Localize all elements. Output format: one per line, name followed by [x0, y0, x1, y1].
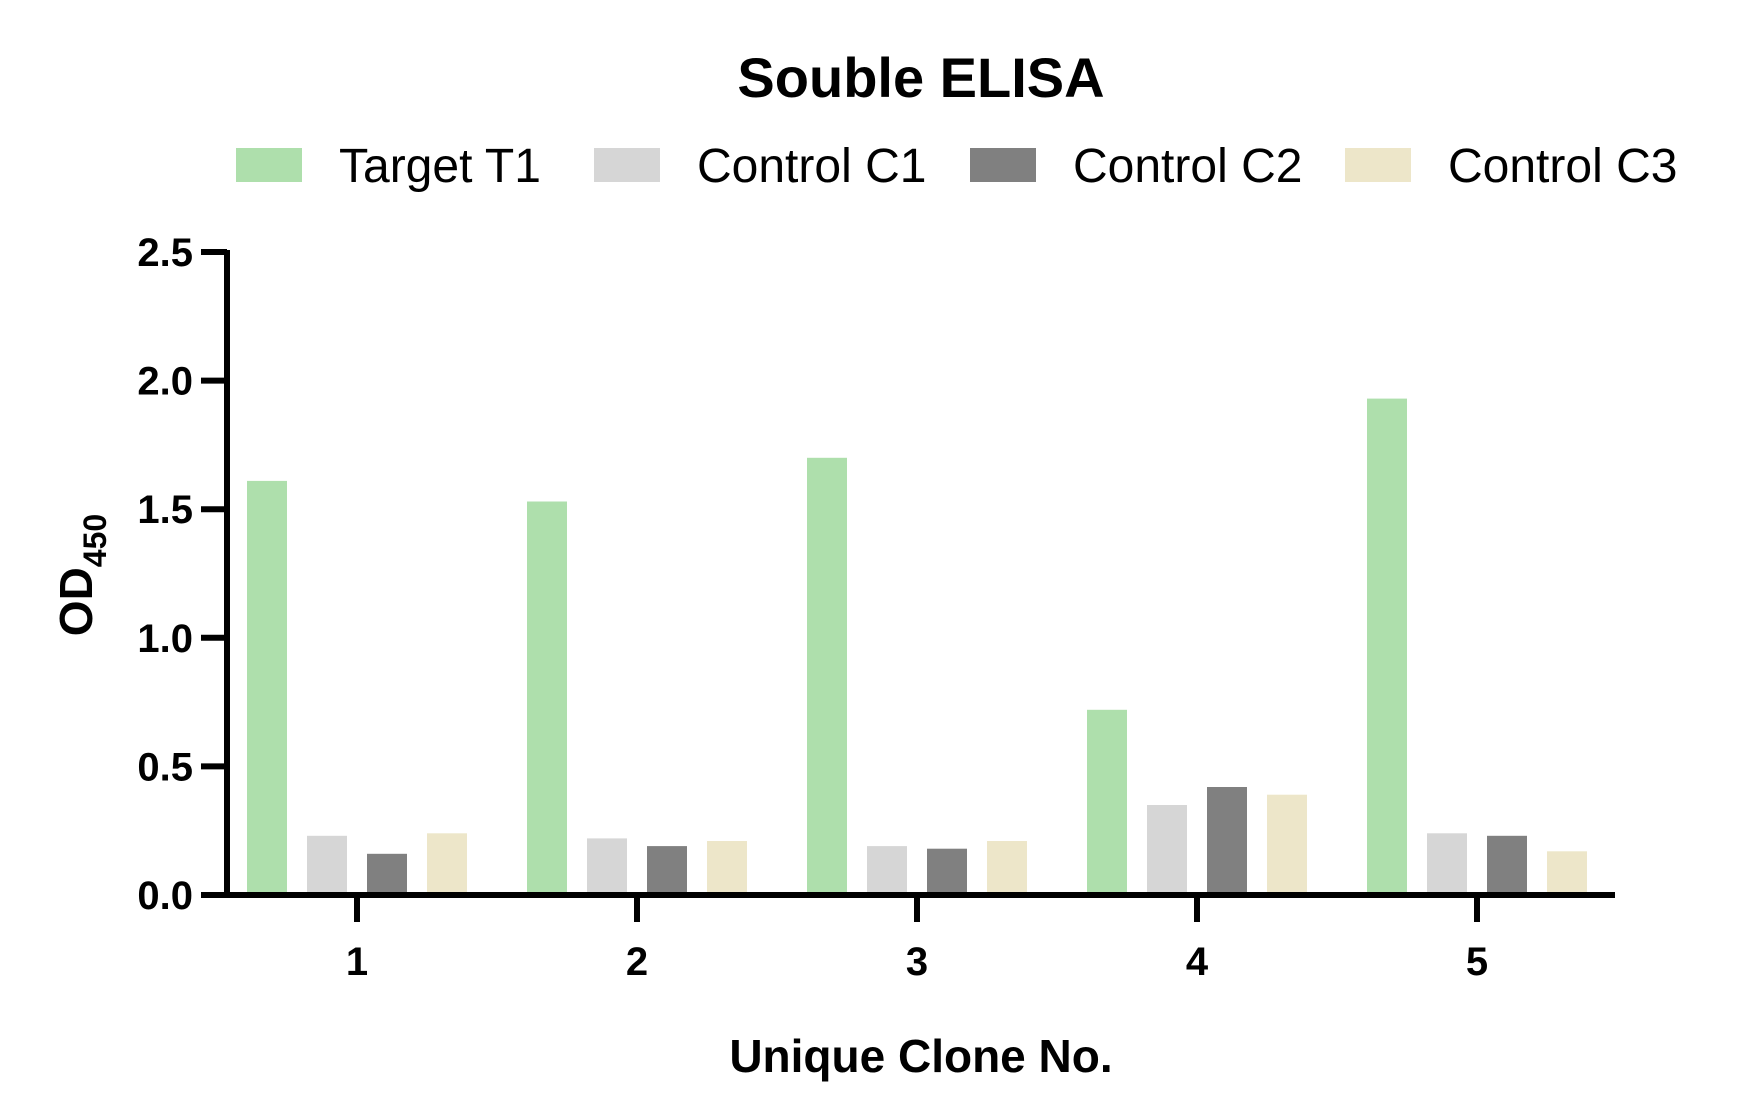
bar-target-t1-clone-2	[527, 501, 567, 895]
legend-label-control-c1: Control C1	[697, 140, 926, 193]
bar-control-c2-clone-2	[647, 846, 687, 895]
bar-target-t1-clone-4	[1087, 709, 1127, 895]
bar-control-c2-clone-5	[1487, 835, 1527, 895]
y-tick-label: 2.0	[137, 360, 193, 404]
bar-target-t1-clone-5	[1367, 398, 1407, 895]
x-tick-label: 3	[906, 940, 928, 984]
y-tick-label: 2.5	[137, 231, 193, 275]
y-tick-label: 1.0	[137, 617, 193, 661]
bar-control-c1-clone-4	[1147, 805, 1187, 895]
legend: Target T1 Control C1 Control C2 Control C3	[236, 140, 1677, 193]
y-axis-label-main: OD	[50, 567, 102, 636]
y-tick-label: 1.5	[137, 488, 193, 532]
x-tick-label: 1	[346, 940, 368, 984]
bar-control-c2-clone-4	[1207, 787, 1247, 895]
bar-control-c2-clone-3	[927, 848, 967, 895]
x-ticks: 1 2 3 4 5	[346, 895, 1488, 984]
legend-label-control-c2: Control C2	[1073, 140, 1302, 193]
y-axis-label-subscript: 450	[77, 514, 113, 567]
legend-label-target-t1: Target T1	[339, 140, 541, 193]
legend-label-control-c3: Control C3	[1448, 140, 1677, 193]
bar-control-c3-clone-3	[987, 841, 1027, 895]
y-ticks: 0.0 0.5 1.0 1.5 2.0 2.5	[137, 231, 227, 918]
bar-control-c3-clone-4	[1267, 794, 1307, 895]
bar-control-c3-clone-2	[707, 841, 747, 895]
legend-swatch-control-c3	[1345, 148, 1411, 182]
bar-control-c2-clone-1	[367, 853, 407, 895]
y-tick-label: 0.5	[137, 745, 193, 789]
bar-control-c3-clone-5	[1547, 851, 1587, 895]
x-axis-label: Unique Clone No.	[729, 1030, 1112, 1082]
bar-control-c1-clone-3	[867, 846, 907, 895]
y-axis-label: OD450	[50, 514, 113, 636]
legend-swatch-control-c1	[594, 148, 660, 182]
bar-control-c1-clone-2	[587, 838, 627, 895]
bars	[247, 398, 1587, 895]
legend-swatch-target-t1	[236, 148, 302, 182]
legend-swatch-control-c2	[970, 148, 1036, 182]
bar-control-c3-clone-1	[427, 833, 467, 895]
y-tick-label: 0.0	[137, 874, 193, 918]
bar-control-c1-clone-5	[1427, 833, 1467, 895]
x-tick-label: 2	[626, 940, 648, 984]
bar-target-t1-clone-1	[247, 480, 287, 895]
chart-title: Souble ELISA	[737, 46, 1104, 109]
bar-target-t1-clone-3	[807, 457, 847, 895]
bar-control-c1-clone-1	[307, 835, 347, 895]
x-tick-label: 5	[1466, 940, 1488, 984]
x-tick-label: 4	[1186, 940, 1209, 984]
